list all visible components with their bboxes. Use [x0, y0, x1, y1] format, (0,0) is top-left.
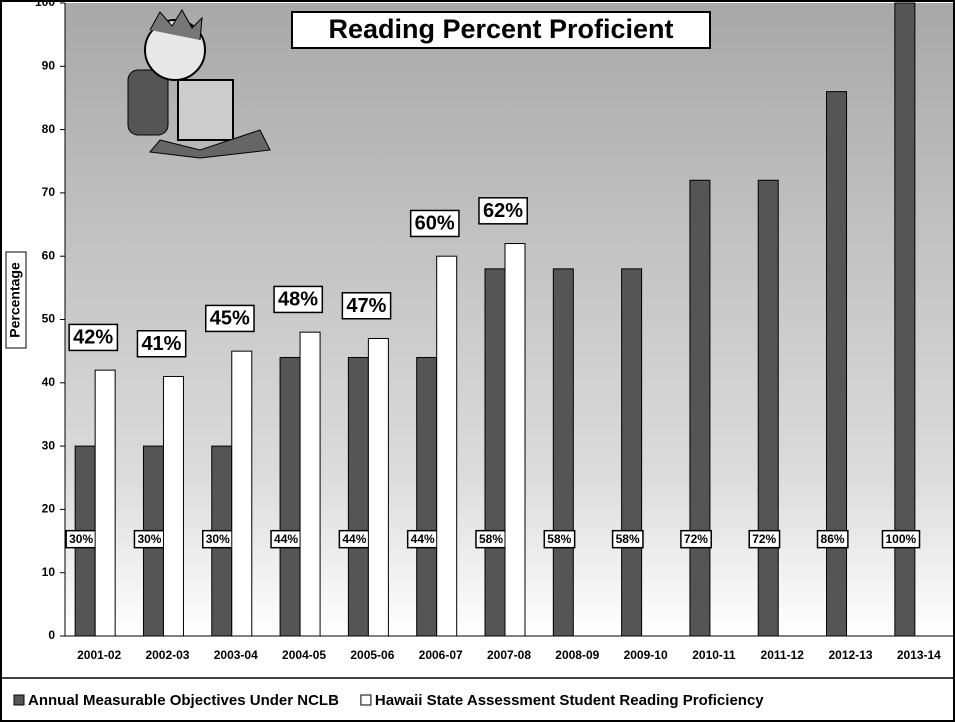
value-label-box — [543, 529, 576, 549]
value-label: 48% — [278, 288, 318, 310]
value-label-box — [409, 209, 460, 238]
bar — [552, 268, 574, 637]
legend-swatch — [360, 694, 372, 706]
y-tick-label: 60 — [42, 248, 56, 262]
value-label-box — [136, 330, 187, 358]
x-tick-label: 2004-05 — [282, 648, 326, 662]
y-tick-label: 70 — [42, 185, 56, 199]
bar — [299, 331, 321, 637]
bar — [689, 179, 711, 637]
bar — [621, 268, 643, 637]
value-label-box — [68, 323, 119, 352]
bar — [162, 375, 184, 637]
bar — [347, 356, 369, 637]
value-label: 45% — [210, 307, 250, 329]
x-tick-label: 2005-06 — [350, 648, 394, 662]
x-tick-label: 2009-10 — [624, 648, 668, 662]
x-tick-label: 2010-11 — [692, 648, 736, 662]
y-label-box — [5, 251, 27, 349]
bar — [367, 337, 389, 637]
value-label: 62% — [483, 200, 523, 222]
value-label: 30% — [69, 532, 93, 546]
value-label: 30% — [206, 532, 230, 546]
value-label: 86% — [821, 532, 845, 546]
x-tick-label: 2003-04 — [214, 648, 258, 662]
value-label: 47% — [346, 295, 386, 317]
y-tick-label: 100 — [35, 0, 55, 9]
bar — [504, 243, 526, 637]
y-tick-label: 50 — [42, 312, 56, 326]
mascot — [127, 9, 271, 159]
value-label-box — [748, 529, 781, 549]
legend-label: Hawaii State Assessment Student Reading … — [375, 692, 764, 709]
value-label-box — [341, 292, 392, 320]
value-label-box — [816, 529, 849, 549]
value-label: 44% — [411, 532, 435, 546]
bar — [416, 356, 438, 637]
value-label-box — [273, 285, 324, 314]
bar — [484, 268, 506, 637]
value-label: 41% — [141, 333, 181, 355]
value-label: 42% — [73, 326, 113, 348]
x-tick-label: 2006-07 — [419, 648, 463, 662]
y-tick-label: 40 — [42, 375, 56, 389]
x-tick-label: 2001-02 — [77, 648, 121, 662]
value-label: 100% — [885, 532, 916, 546]
bar — [94, 369, 116, 637]
bar — [436, 255, 458, 637]
value-label: 60% — [415, 212, 455, 234]
y-tick-label: 30 — [42, 438, 56, 452]
value-label: 58% — [616, 532, 640, 546]
y-tick-label: 0 — [48, 628, 55, 642]
bar — [231, 350, 253, 637]
value-label: 72% — [684, 532, 708, 546]
value-label: 58% — [547, 532, 571, 546]
x-tick-label: 2002-03 — [145, 648, 189, 662]
value-label-box — [881, 529, 921, 549]
x-tick-label: 2013-14 — [897, 648, 941, 662]
bar — [826, 91, 848, 637]
value-label: 44% — [274, 532, 298, 546]
bar — [894, 2, 916, 637]
bar — [757, 179, 779, 637]
x-tick-label: 2008-09 — [555, 648, 599, 662]
bar — [279, 356, 301, 637]
chart-title: Reading Percent Proficient — [328, 14, 673, 44]
value-label: 72% — [752, 532, 776, 546]
x-tick-label: 2007-08 — [487, 648, 531, 662]
value-label-box — [478, 197, 528, 225]
value-label: 30% — [137, 532, 161, 546]
value-label: 58% — [479, 532, 503, 546]
x-tick-label: 2011-12 — [761, 648, 805, 662]
value-label-box — [205, 304, 255, 333]
y-tick-label: 90 — [42, 58, 56, 72]
value-label: 44% — [342, 532, 366, 546]
value-label-box — [611, 529, 644, 549]
x-tick-label: 2012-13 — [829, 648, 873, 662]
y-axis-label: Percentage — [7, 262, 23, 338]
value-label-box — [680, 529, 713, 549]
legend-label: Annual Measurable Objectives Under NCLB — [28, 692, 339, 709]
title-box — [291, 11, 711, 49]
legend-swatch — [13, 694, 25, 706]
y-tick-label: 10 — [42, 565, 56, 579]
y-tick-label: 20 — [42, 502, 56, 516]
y-tick-label: 80 — [42, 122, 56, 136]
